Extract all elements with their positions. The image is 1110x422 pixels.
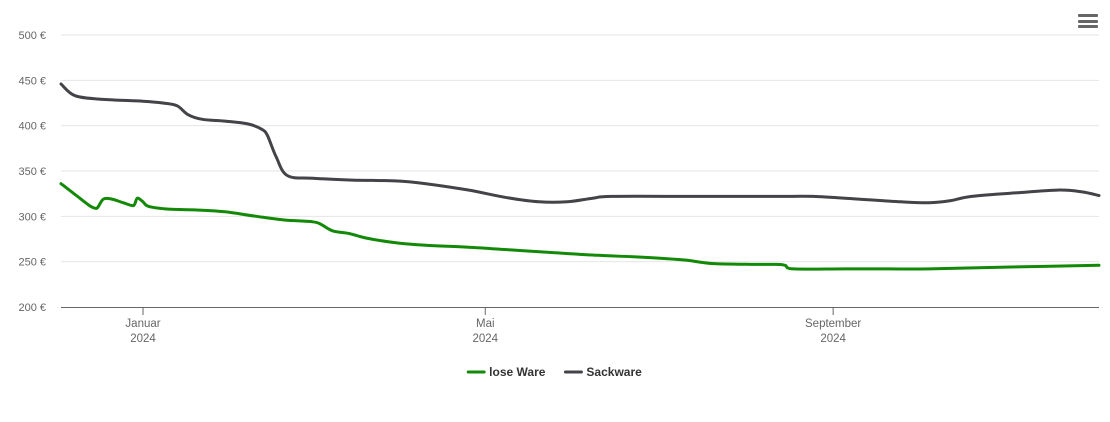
legend-item-sackware[interactable]: Sackware	[563, 365, 642, 379]
series-line-sackware[interactable]	[59, 82, 1101, 205]
y-axis: 200 € 250 € 300 € 350 € 400 € 450 € 500 €	[18, 30, 46, 314]
y-tick-label: 400 €	[18, 121, 46, 133]
grid-lines	[61, 34, 1099, 263]
legend-label: Sackware	[586, 365, 642, 379]
x-tick-year: 2024	[820, 333, 846, 345]
menu-icon[interactable]	[1078, 14, 1098, 32]
y-tick-label: 300 €	[18, 211, 46, 223]
y-tick-label: 200 €	[18, 302, 46, 314]
y-tick-label: 450 €	[18, 75, 46, 87]
x-tick-label: Januar	[125, 318, 160, 330]
y-tick-label: 350 €	[18, 166, 46, 178]
x-tick-year: 2024	[130, 333, 156, 345]
y-tick-label: 250 €	[18, 257, 46, 269]
series-group	[59, 82, 1101, 271]
legend-item-lose-ware[interactable]: lose Ware	[466, 365, 546, 379]
x-tick-label: September	[805, 318, 861, 330]
x-axis: Januar 2024 Mai 2024 September 2024	[125, 307, 861, 345]
legend[interactable]: lose Ware Sackware	[466, 365, 642, 379]
series-line-lose-ware[interactable]	[59, 182, 1101, 271]
x-tick-label: Mai	[476, 318, 495, 330]
legend-label: lose Ware	[489, 365, 546, 379]
x-tick-year: 2024	[472, 333, 498, 345]
y-tick-label: 500 €	[18, 30, 46, 42]
